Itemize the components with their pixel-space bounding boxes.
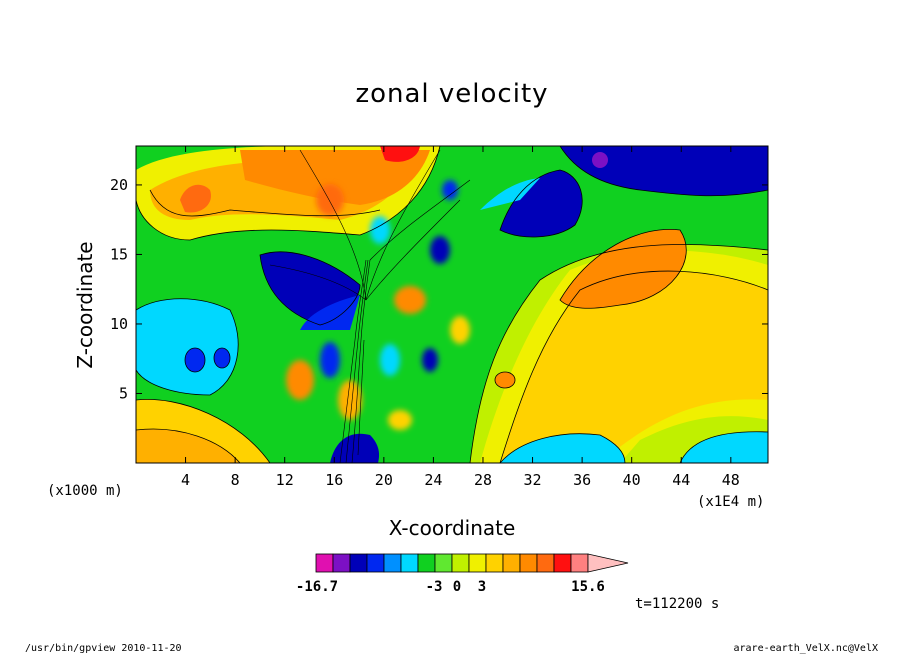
colorbar-segment	[366, 553, 385, 573]
y-tick-label: 20	[110, 176, 128, 194]
colorbar-segment	[502, 553, 521, 573]
x-tick-label: 32	[524, 471, 542, 489]
colorbar-segment	[349, 553, 368, 573]
x-tick-label: 28	[474, 471, 492, 489]
colorbar-segment	[451, 553, 470, 573]
x-tick-label: 36	[573, 471, 591, 489]
y-axis-unit: (x1000 m)	[47, 483, 123, 499]
y-tick-label: 10	[110, 315, 128, 333]
footer-right: arare-earth_VelX.nc@VelX	[734, 643, 879, 654]
x-tick-label: 12	[276, 471, 294, 489]
colorbar-segment	[536, 553, 555, 573]
colorbar-max-label: 15.6	[571, 579, 605, 595]
colorbar	[315, 553, 629, 573]
x-tick-label: 8	[231, 471, 240, 489]
colorbar-min-label: -16.7	[296, 579, 338, 595]
colorbar-segment	[332, 553, 351, 573]
colorbar-mid-label-zero: 0	[453, 579, 461, 595]
colorbar-segment	[417, 553, 436, 573]
x-tick-label: 40	[623, 471, 641, 489]
x-tick-label: 4	[181, 471, 190, 489]
y-axis-title: Z-coordinate	[73, 241, 97, 368]
footer-left: /usr/bin/gpview 2010-11-20	[25, 643, 182, 654]
colorbar-segment	[485, 553, 504, 573]
chart-title: zonal velocity	[355, 79, 548, 109]
y-tick-label: 15	[110, 245, 128, 263]
x-tick-label: 16	[325, 471, 343, 489]
colorbar-mid-label-neg: -3	[426, 579, 443, 595]
x-tick-label: 20	[375, 471, 393, 489]
colorbar-segment	[315, 553, 334, 573]
y-axis-ticks: 5 10 15 20	[110, 176, 768, 402]
x-axis-ticks: 4 8 12 16 20 24 28 32 36 40 44 48	[181, 146, 740, 489]
colorbar-segment	[434, 553, 453, 573]
colorbar-segment	[468, 553, 487, 573]
colorbar-segment	[519, 553, 538, 573]
colorbar-segment	[570, 553, 589, 573]
velocity-field	[136, 146, 768, 463]
colorbar-mid-label-pos: 3	[478, 579, 486, 595]
plot-frame	[135, 145, 769, 464]
time-label: t=112200 s	[635, 596, 719, 612]
x-axis-title: X-coordinate	[389, 516, 516, 540]
colorbar-extend-arrow	[587, 553, 629, 573]
x-tick-label: 44	[672, 471, 690, 489]
x-tick-label: 24	[424, 471, 442, 489]
colorbar-segment	[400, 553, 419, 573]
y-tick-label: 5	[119, 384, 128, 402]
colorbar-segment	[383, 553, 402, 573]
colorbar-segment	[553, 553, 572, 573]
x-tick-label: 48	[722, 471, 740, 489]
x-axis-unit: (x1E4 m)	[697, 494, 764, 510]
